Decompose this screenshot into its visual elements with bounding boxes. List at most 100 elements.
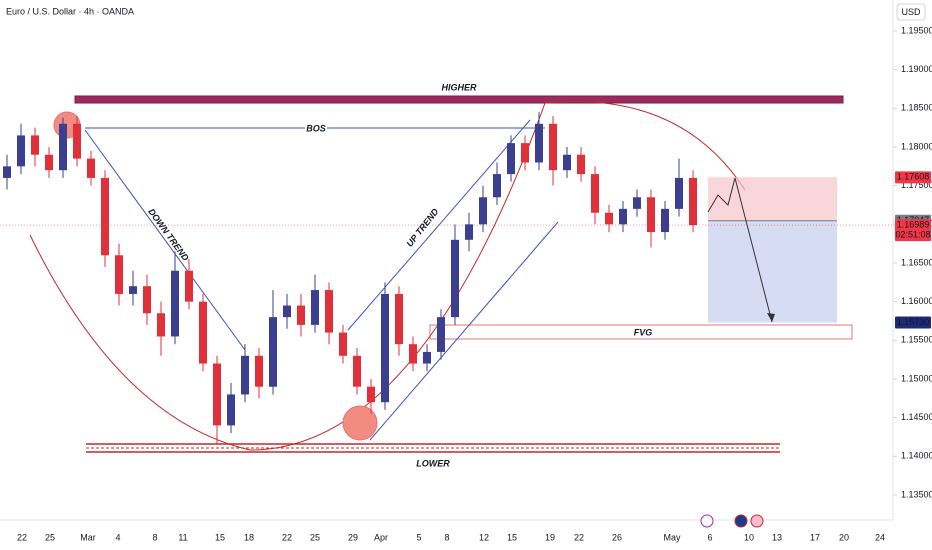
- annotation: HIGHER: [441, 82, 477, 92]
- candle-body: [353, 355, 361, 387]
- candle-body: [395, 293, 403, 345]
- y-tick-label: 1.14500: [901, 412, 932, 422]
- event-icon[interactable]: [734, 514, 748, 528]
- x-tick-label: 22: [17, 532, 27, 542]
- arrow-head: [767, 313, 775, 322]
- price-tag-label: 1.16989: [897, 220, 930, 230]
- stop-zone: [708, 220, 837, 323]
- price-tag-label: 1.15730: [897, 317, 930, 327]
- price-tag-label: 1.17608: [897, 172, 930, 182]
- candle-body: [199, 301, 207, 364]
- y-tick-label: 1.16500: [901, 257, 932, 267]
- x-tick-label: May: [663, 532, 681, 542]
- annotation: LOWER: [416, 458, 450, 468]
- x-tick-label: 10: [744, 532, 754, 542]
- x-tick-label: 6: [707, 532, 712, 542]
- x-tick-label: 13: [772, 532, 782, 542]
- candle-body: [633, 197, 641, 209]
- candle-body: [311, 290, 319, 325]
- x-tick-label: Mar: [80, 532, 96, 542]
- x-tick-label: 17: [810, 532, 820, 542]
- x-tick-label: 24: [875, 532, 885, 542]
- price-tag: [895, 171, 931, 184]
- candle-body: [87, 158, 95, 178]
- y-tick-label: 1.15500: [901, 335, 932, 345]
- curve: [544, 101, 746, 191]
- x-tick-label: 5: [416, 532, 421, 542]
- candle-body: [129, 286, 137, 294]
- projection-arrow: [707, 177, 773, 323]
- y-tick-label: 1.18500: [901, 103, 932, 113]
- y-tick-label: 1.17500: [901, 180, 932, 190]
- candle-body: [367, 386, 375, 403]
- candle-body: [563, 154, 571, 171]
- candle-body: [73, 123, 81, 159]
- candle-body: [297, 305, 305, 325]
- price-tag: [895, 316, 931, 329]
- candle-body: [605, 212, 613, 225]
- candle-body: [17, 135, 25, 167]
- candle-body: [171, 270, 179, 337]
- candle-body: [423, 351, 431, 364]
- candle-body: [521, 143, 529, 163]
- x-tick-label: 22: [282, 532, 292, 542]
- currency: USD: [901, 7, 921, 17]
- candle-body: [381, 293, 389, 403]
- x-tick-label: 8: [152, 532, 157, 542]
- candle-body: [437, 317, 445, 352]
- candle-body: [591, 174, 599, 213]
- candle-body: [647, 197, 655, 233]
- curve: [29, 102, 546, 451]
- x-tick-label: 15: [215, 532, 225, 542]
- candle-body: [493, 174, 501, 198]
- x-tick-label: 19: [545, 532, 555, 542]
- x-tick-label: 22: [574, 532, 584, 542]
- candle-body: [479, 197, 487, 225]
- x-tick-label: 11: [178, 532, 187, 542]
- candle-body: [157, 313, 165, 337]
- candle-body: [325, 290, 333, 333]
- candle-body: [3, 166, 11, 178]
- candle-body: [59, 123, 67, 171]
- x-tick-label: 15: [507, 532, 517, 542]
- candle-body: [339, 332, 347, 356]
- candle-body: [661, 208, 669, 233]
- candle-body: [409, 344, 417, 364]
- x-tick-label: 25: [310, 532, 320, 542]
- channel-line: [369, 221, 559, 441]
- plot: [0, 112, 893, 445]
- candle-body: [101, 177, 109, 256]
- higher-zone: [74, 95, 844, 104]
- countdown: 02:51:08: [895, 230, 930, 240]
- x-tick-label: 20: [839, 532, 849, 542]
- annotation: BOS: [306, 123, 326, 133]
- y-tick-label: 1.15000: [901, 373, 932, 383]
- candle-body: [577, 154, 585, 175]
- x-tick-label: 4: [115, 532, 120, 542]
- x-tick-label: 8: [444, 532, 449, 542]
- y-tick-label: 1.19500: [901, 25, 932, 35]
- x-tick-label: 18: [244, 532, 254, 542]
- y-tick-label: 1.18000: [901, 141, 932, 151]
- candle-body: [549, 123, 557, 171]
- currency-button[interactable]: [896, 3, 926, 21]
- y-tick-label: 1.13500: [901, 489, 932, 499]
- candle-body: [535, 123, 543, 163]
- x-tick-label: 29: [348, 532, 358, 542]
- annotation: FVG: [634, 327, 653, 337]
- x-tick-label: 12: [479, 532, 489, 542]
- x-tick-label: Apr: [374, 532, 388, 542]
- trend-line: [84, 129, 246, 351]
- event-icon[interactable]: [750, 514, 764, 528]
- y-tick-label: 1.19000: [901, 64, 932, 74]
- candle-body: [619, 208, 627, 225]
- candle-body: [689, 177, 697, 226]
- candle-body: [241, 355, 249, 395]
- candle-body: [213, 363, 221, 426]
- y-tick-label: 1.14000: [901, 451, 932, 461]
- candle-body: [451, 239, 459, 318]
- target-zone: [708, 177, 837, 221]
- event-icon[interactable]: [700, 514, 714, 528]
- candle-body: [465, 224, 473, 240]
